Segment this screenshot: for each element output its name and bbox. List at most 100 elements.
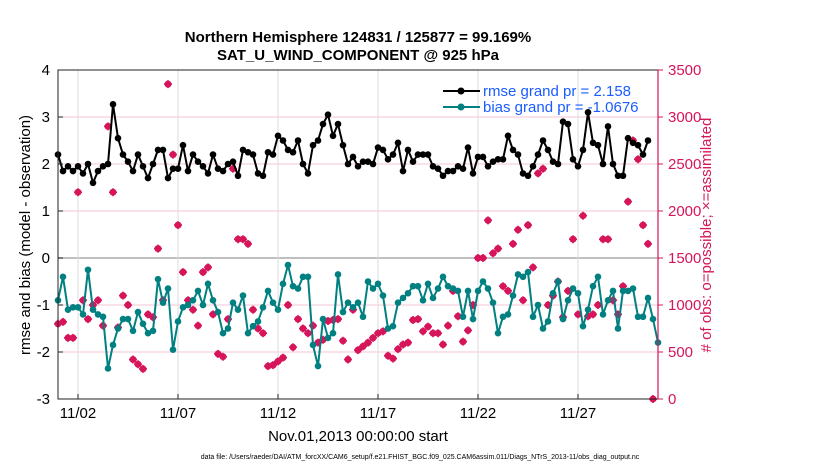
obs-marker-cross — [134, 360, 142, 369]
rmse-point — [469, 170, 477, 177]
obs-marker-cross — [404, 338, 412, 347]
rmse-point — [189, 151, 197, 158]
obs-marker-cross — [334, 315, 342, 324]
bias-point — [514, 271, 522, 278]
bias-point — [79, 311, 87, 318]
obs-marker-cross — [214, 349, 222, 358]
bias-point — [84, 266, 92, 274]
bias-point — [284, 261, 292, 269]
rmse-point — [244, 148, 252, 156]
obs-assimilated-marker — [389, 354, 397, 363]
obs-assimilated-marker — [494, 244, 502, 253]
rmse-point — [249, 151, 257, 158]
bias-point — [549, 289, 557, 297]
right-tick-label: 1500 — [668, 250, 701, 267]
obs-marker-cross — [144, 310, 152, 319]
bias-point — [634, 313, 642, 321]
bias-point — [109, 341, 117, 349]
obs-assimilated-marker — [564, 286, 572, 295]
obs-assimilated-marker — [199, 268, 207, 277]
rmse-point — [604, 123, 612, 130]
obs-marker-cross — [624, 197, 632, 206]
rmse-point — [214, 165, 222, 172]
obs-marker-cross — [379, 327, 387, 336]
bias-point — [214, 308, 222, 316]
obs-assimilated-marker — [139, 364, 147, 373]
obs-marker-cross — [444, 321, 452, 330]
obs-assimilated-marker — [529, 263, 537, 272]
obs-assimilated-marker — [69, 333, 77, 342]
obs-marker-cross — [59, 317, 67, 326]
rmse-point — [529, 163, 537, 170]
obs-assimilated-marker — [634, 155, 642, 164]
bias-point — [294, 285, 302, 292]
bias-point — [624, 287, 632, 295]
obs-marker-cross — [489, 249, 497, 258]
bias-point — [184, 301, 192, 309]
data-file-footnote: data file: /Users/raeder/DAI/ATM_forcXX/… — [201, 454, 640, 461]
data-marks — [54, 80, 662, 403]
obs-assimilated-marker — [569, 235, 577, 244]
obs-marker-cross — [109, 188, 117, 197]
bias-point — [199, 301, 207, 309]
x-tick-label: 11/12 — [260, 405, 296, 422]
obs-marker-cross — [284, 301, 292, 309]
bias-point — [314, 362, 322, 370]
legend-bias-marker — [457, 103, 465, 111]
rmse-point — [94, 167, 102, 175]
obs-marker-cross — [279, 353, 287, 362]
rmse-point — [229, 158, 237, 165]
obs-assimilated-marker — [594, 301, 602, 309]
rmse-point — [154, 146, 162, 154]
obs-assimilated-marker — [164, 80, 172, 89]
rmse-point — [489, 158, 497, 165]
y-axis-right-label: # of obs: o=possible; ×=assimilated — [698, 118, 715, 353]
rmse-point — [544, 146, 552, 154]
bias-point — [644, 294, 652, 302]
bias-point — [204, 280, 212, 288]
obs-marker-cross — [244, 239, 252, 248]
bias-point — [359, 313, 367, 321]
rmse-point — [69, 167, 77, 175]
rmse-point — [579, 146, 587, 154]
rmse-point — [619, 172, 627, 180]
rmse-point — [629, 139, 637, 147]
bias-point — [234, 306, 242, 314]
bias-point — [434, 285, 442, 292]
rmse-point — [304, 170, 312, 177]
rmse-point — [264, 148, 272, 156]
obs-marker-cross — [79, 296, 87, 305]
obs-marker-cross — [464, 326, 472, 335]
rmse-point — [159, 146, 167, 154]
obs-assimilated-marker — [439, 340, 447, 349]
bias-point — [169, 346, 177, 353]
rmse-point — [429, 163, 437, 170]
obs-assimilated-marker — [414, 315, 422, 324]
rmse-point — [119, 151, 127, 158]
bias-point — [189, 297, 197, 304]
rmse-point — [144, 174, 152, 182]
obs-marker-cross — [494, 244, 502, 253]
rmse-point — [294, 137, 302, 144]
bias-point — [129, 327, 137, 335]
obs-assimilated-marker — [484, 216, 492, 225]
bias-point — [104, 365, 112, 372]
rmse-point — [434, 165, 442, 172]
obs-marker-cross — [154, 244, 162, 253]
rmse-point — [194, 158, 202, 165]
obs-marker-cross — [364, 338, 372, 347]
bias-point — [604, 297, 612, 304]
bias-point — [404, 289, 412, 297]
rmse-point — [269, 151, 277, 158]
obs-marker-cross — [579, 211, 587, 220]
obs-assimilated-marker — [344, 355, 352, 364]
obs-marker-cross — [294, 315, 302, 324]
bias-point — [424, 280, 432, 288]
obs-assimilated-marker — [239, 235, 247, 244]
bias-point — [94, 311, 102, 318]
rmse-point — [474, 153, 482, 161]
obs-assimilated-marker — [119, 291, 127, 300]
rmse-point — [454, 163, 462, 170]
